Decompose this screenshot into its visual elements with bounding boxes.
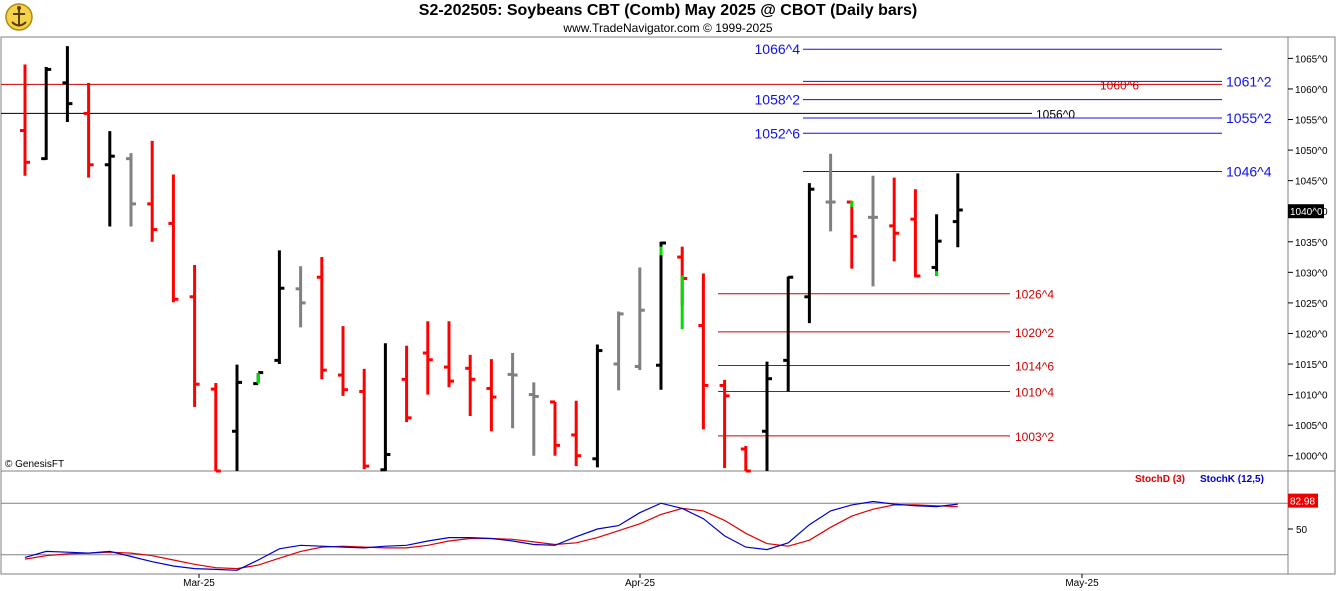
level-label: 1058^2 <box>755 92 801 108</box>
price-bar <box>868 175 878 287</box>
price-axis-label: 1020^0 <box>1295 329 1328 340</box>
price-bar <box>613 311 624 391</box>
tradenavigator-logo-icon <box>4 2 34 32</box>
price-bar <box>952 173 963 248</box>
price-axis-label: 1015^0 <box>1295 360 1328 371</box>
level-label: 1026^4 <box>1015 288 1054 302</box>
price-axis-label: 1035^0 <box>1295 238 1328 249</box>
watermark-label: © GenesisFT <box>5 459 64 470</box>
price-bar <box>656 241 666 390</box>
level-label: 1046^4 <box>1226 163 1272 179</box>
last-price-box <box>1288 204 1324 219</box>
level-label: 1055^2 <box>1226 110 1272 126</box>
level-label: 1003^2 <box>1015 430 1054 444</box>
price-axis-label: 1050^0 <box>1295 146 1328 157</box>
price-bar <box>550 400 560 456</box>
level-label: 1014^6 <box>1015 360 1054 374</box>
price-bar <box>528 382 539 456</box>
price-bar <box>931 214 942 277</box>
stoch-k-legend: StochK (12,5) <box>1200 474 1264 485</box>
x-axis-label: May-25 <box>1065 578 1099 589</box>
price-bar <box>83 82 94 178</box>
stoch-last-value-label: 82.98 <box>1290 497 1315 508</box>
price-bar <box>210 382 221 473</box>
level-label: 1066^4 <box>755 41 801 57</box>
price-bar <box>804 183 815 324</box>
price-bar <box>846 200 857 269</box>
level-label: 1061^2 <box>1226 73 1272 89</box>
price-bar <box>147 140 158 242</box>
stoch-panel <box>0 470 1289 575</box>
price-bar <box>762 361 772 471</box>
price-bar <box>168 174 179 303</box>
price-bar <box>825 153 836 232</box>
price-bar <box>316 257 327 380</box>
price-bar <box>677 246 688 330</box>
price-axis-label: 1025^0 <box>1295 299 1328 310</box>
price-bar <box>189 265 200 407</box>
x-axis-label: Mar-25 <box>183 578 215 589</box>
price-bar <box>740 445 751 473</box>
level-label: 1010^4 <box>1015 386 1054 400</box>
price-bar <box>889 177 900 262</box>
price-bar <box>422 321 433 395</box>
price-bar <box>486 359 497 432</box>
price-axis-label: 1045^0 <box>1295 177 1328 188</box>
chart-title: S2-202505: Soybeans CBT (Comb) May 2025 … <box>418 2 918 19</box>
chart-subtitle: www.TradeNavigator.com © 1999-2025 <box>563 21 773 35</box>
price-bar <box>359 368 370 470</box>
price-axis-label: 1030^0 <box>1295 268 1328 279</box>
last-price-label: 1040^0 <box>1290 207 1323 218</box>
price-bar <box>592 344 603 468</box>
price-axis-label: 1055^0 <box>1295 116 1328 127</box>
stoch-axis <box>1287 470 1336 575</box>
stoch-last-value-box <box>1288 493 1318 508</box>
price-bar <box>232 364 242 471</box>
level-label: 1060^6 <box>1100 78 1139 92</box>
stoch-axis-label: 50 <box>1296 525 1308 536</box>
price-bar <box>444 321 454 388</box>
x-axis-label: Apr-25 <box>625 578 655 589</box>
price-bar <box>295 266 306 328</box>
price-bar <box>274 250 285 365</box>
price-bar <box>253 371 264 386</box>
price-axis-label: 1005^0 <box>1295 421 1328 432</box>
price-bar <box>62 46 73 122</box>
price-axis-label: 1065^0 <box>1295 54 1328 65</box>
price-axis <box>1287 36 1336 472</box>
level-label: 1056^0 <box>1036 107 1075 121</box>
price-bar <box>401 345 412 423</box>
level-label: 1052^6 <box>755 125 801 141</box>
stoch-d-legend: StochD (3) <box>1135 474 1185 485</box>
price-axis-label: 1000^0 <box>1295 452 1328 463</box>
price-bar <box>465 354 476 416</box>
level-label: 1020^2 <box>1015 326 1054 340</box>
price-axis-label: 1010^0 <box>1295 391 1328 402</box>
price-bar <box>338 326 348 396</box>
price-bar <box>783 275 794 392</box>
price-bar <box>507 353 518 429</box>
price-bar <box>380 343 391 472</box>
stoch-k-line <box>24 500 958 571</box>
price-bar <box>104 131 115 227</box>
price-bar <box>910 189 921 278</box>
price-bar <box>41 66 52 161</box>
price-bar <box>571 400 582 467</box>
price-axis-label: 1060^0 <box>1295 85 1328 96</box>
price-bar <box>698 273 709 430</box>
price-bar <box>634 267 645 371</box>
price-bar <box>719 379 730 468</box>
price-bar <box>126 153 136 227</box>
price-bar <box>20 64 30 176</box>
